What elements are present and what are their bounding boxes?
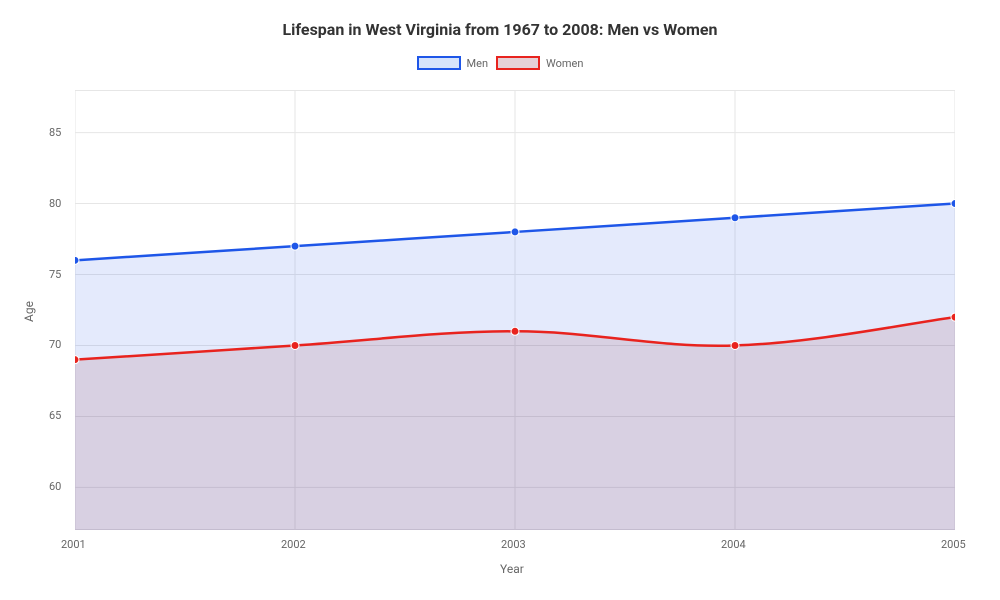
chart-title: Lifespan in West Virginia from 1967 to 2… [0, 20, 1000, 39]
legend-label-women: Women [546, 57, 583, 70]
y-tick-label: 85 [49, 126, 61, 139]
x-axis-label: Year [500, 562, 524, 576]
chart-container: Lifespan in West Virginia from 1967 to 2… [0, 0, 1000, 600]
legend-swatch-women [496, 56, 540, 70]
legend-swatch-men [417, 56, 461, 70]
legend-item-men: Men [417, 56, 489, 70]
plot-area [75, 90, 955, 530]
y-axis-label: Age [22, 301, 36, 322]
chart-svg [75, 90, 955, 530]
y-tick-label: 70 [49, 338, 61, 351]
y-tick-label: 80 [49, 197, 61, 210]
legend-item-women: Women [496, 56, 583, 70]
x-tick-label: 2001 [61, 538, 86, 551]
y-tick-label: 65 [49, 409, 61, 422]
legend-label-men: Men [467, 57, 489, 70]
x-tick-label: 2003 [501, 538, 526, 551]
y-tick-label: 75 [49, 268, 61, 281]
x-tick-label: 2005 [941, 538, 966, 551]
y-tick-label: 60 [49, 480, 61, 493]
x-tick-label: 2002 [281, 538, 306, 551]
chart-legend: Men Women [0, 56, 1000, 70]
x-tick-label: 2004 [721, 538, 746, 551]
